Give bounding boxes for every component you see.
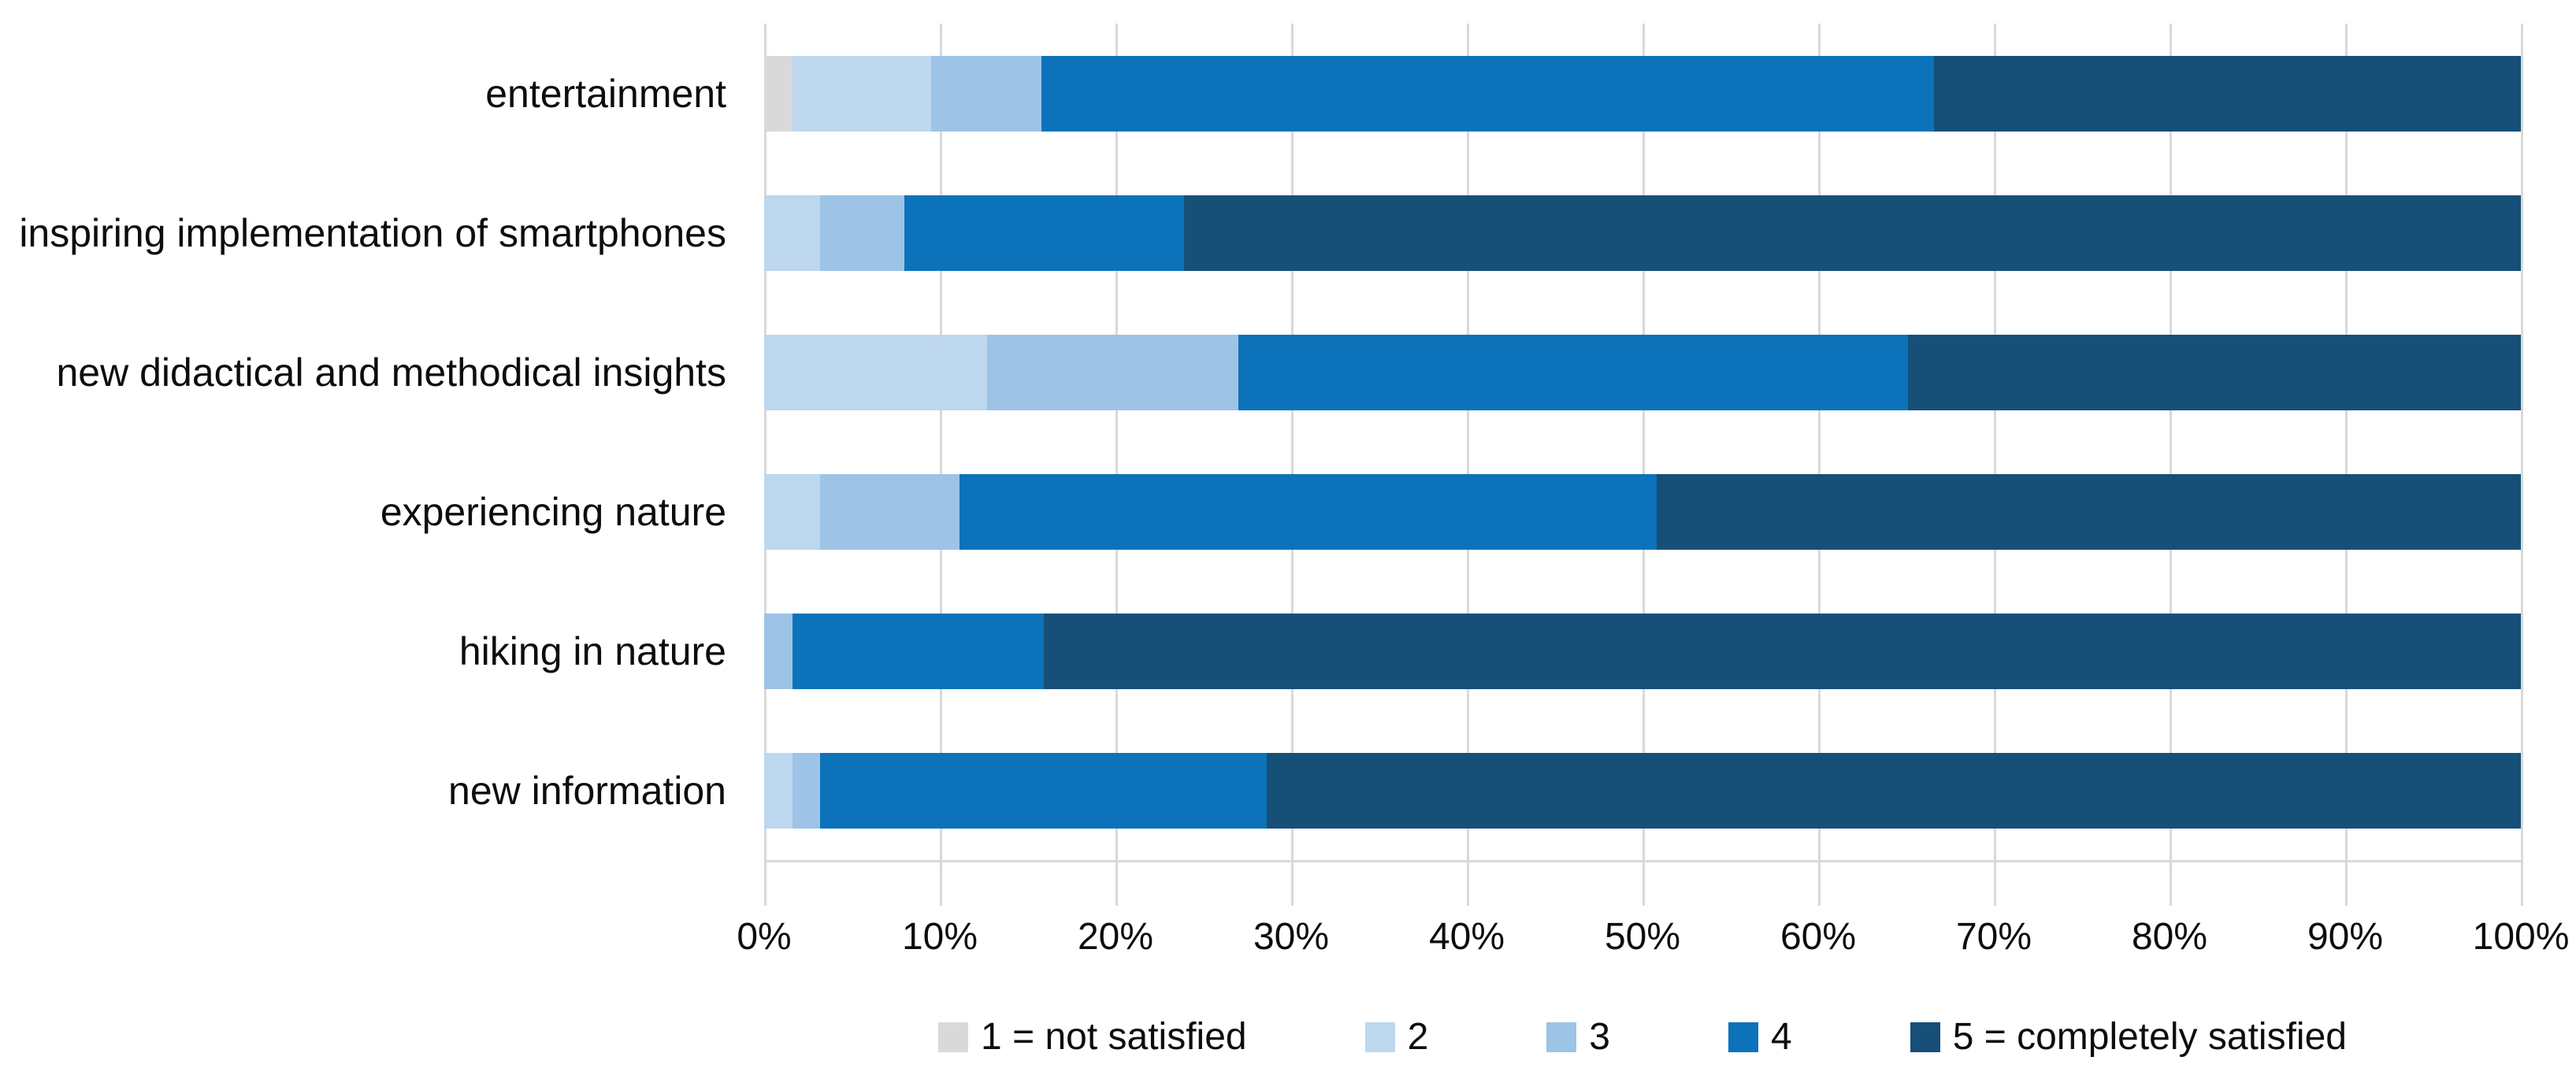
axis-tick-label: 10% xyxy=(901,916,978,958)
legend-label: 4 xyxy=(1771,1016,1792,1058)
axis-tick-60 xyxy=(1818,860,1821,906)
gridline-90 xyxy=(2345,24,2348,860)
axis-tick-70 xyxy=(1994,860,1996,906)
category-label: new information xyxy=(448,768,726,813)
axis-tick-20 xyxy=(1115,860,1118,906)
legend-item-rating-5: 5 = completely satisfied xyxy=(1910,1018,2347,1056)
bar-segment-rating-4 xyxy=(1041,55,1935,132)
axis-tick-label: 80% xyxy=(2131,916,2208,958)
category-label: new didactical and methodical insights xyxy=(56,350,727,395)
bar-row xyxy=(764,473,2521,550)
bar-segment-rating-5 xyxy=(1907,334,2521,410)
bar-segment-rating-2 xyxy=(764,752,792,829)
axis-tick-label: 90% xyxy=(2307,916,2384,958)
legend-label: 2 xyxy=(1407,1016,1429,1058)
bar-segment-rating-5 xyxy=(1656,473,2521,550)
axis-tick-label: 30% xyxy=(1253,916,1330,958)
gridline-10 xyxy=(940,24,942,860)
bar-segment-rating-3 xyxy=(987,334,1239,410)
legend-swatch-icon xyxy=(938,1022,969,1052)
category-label: entertainment xyxy=(485,71,726,116)
bar-segment-rating-4 xyxy=(1238,334,1908,410)
bar-segment-rating-2 xyxy=(792,55,931,132)
plot-area xyxy=(764,24,2523,860)
bar-row xyxy=(764,55,2521,132)
legend-swatch-icon xyxy=(1364,1022,1395,1052)
axis-tick-label: 100% xyxy=(2472,916,2570,958)
bar-segment-rating-2 xyxy=(764,195,821,271)
legend-item-rating-3: 3 xyxy=(1546,1018,1610,1056)
bar-segment-rating-1 xyxy=(764,55,792,132)
axis-tick-40 xyxy=(1467,860,1469,906)
gridline-40 xyxy=(1467,24,1469,860)
bar-segment-rating-3 xyxy=(820,473,960,550)
axis-tick-label: 70% xyxy=(1955,916,2032,958)
legend-swatch-icon xyxy=(1910,1022,1940,1052)
axis-tick-10 xyxy=(940,860,942,906)
bar-segment-rating-2 xyxy=(764,334,988,410)
axis-tick-label: 60% xyxy=(1780,916,1857,958)
category-label: hiking in nature xyxy=(458,628,726,673)
gridline-50 xyxy=(1642,24,1645,860)
gridline-60 xyxy=(1818,24,1821,860)
gridline-20 xyxy=(1115,24,1118,860)
legend-item-rating-2: 2 xyxy=(1364,1016,1429,1058)
category-axis-labels: entertainment inspiring implementation of… xyxy=(0,24,726,860)
bar-segment-rating-3 xyxy=(930,55,1042,132)
axis-tick-label: 0% xyxy=(737,916,792,958)
axis-tick-30 xyxy=(1291,860,1294,906)
gridline-30 xyxy=(1291,24,1294,860)
category-label: experiencing nature xyxy=(380,489,726,534)
gridline-0 xyxy=(764,24,766,860)
bar-segment-rating-5 xyxy=(1183,195,2521,271)
bar-segment-rating-3 xyxy=(820,195,905,271)
bar-segment-rating-3 xyxy=(792,752,821,829)
axis-tick-90 xyxy=(2345,860,2348,906)
category-label: inspiring implementation of smartphones xyxy=(19,210,726,255)
legend-swatch-icon xyxy=(1728,1022,1758,1052)
axis-tick-80 xyxy=(2170,860,2172,906)
axis-tick-label: 50% xyxy=(1604,916,1681,958)
bar-segment-rating-3 xyxy=(764,613,792,689)
legend-label: 3 xyxy=(1589,1016,1610,1058)
bar-row xyxy=(764,613,2521,689)
gridline-70 xyxy=(1994,24,1996,860)
axis-tick-label: 20% xyxy=(1077,916,1154,958)
gridline-80 xyxy=(2170,24,2172,860)
bar-segment-rating-5 xyxy=(1043,613,2521,689)
legend-label: 5 = completely satisfied xyxy=(1952,1016,2347,1058)
legend-item-rating-1: 1 = not satisfied xyxy=(938,1018,1247,1056)
axis-tick-0 xyxy=(764,860,766,906)
bar-segment-rating-5 xyxy=(1266,752,2521,829)
bar-segment-rating-4 xyxy=(792,613,1044,689)
axis-tick-100 xyxy=(2521,860,2523,906)
legend-item-rating-4: 4 xyxy=(1728,1018,1792,1056)
bar-segment-rating-4 xyxy=(904,195,1184,271)
bar-row xyxy=(764,195,2521,271)
axis-tick-50 xyxy=(1642,860,1645,906)
bar-segment-rating-4 xyxy=(959,473,1657,550)
bar-segment-rating-4 xyxy=(820,752,1267,829)
gridline-100 xyxy=(2521,24,2523,860)
bar-segment-rating-2 xyxy=(764,473,821,550)
bar-row xyxy=(764,752,2521,829)
axis-tick-label: 40% xyxy=(1428,916,1505,958)
chart-legend: 1 = not satisfied 2 3 4 5 = completely satis… xyxy=(764,1010,2521,1065)
bar-segment-rating-5 xyxy=(1934,55,2521,132)
legend-swatch-icon xyxy=(1546,1022,1577,1052)
bar-row xyxy=(764,334,2521,410)
legend-label: 1 = not satisfied xyxy=(981,1016,1247,1058)
